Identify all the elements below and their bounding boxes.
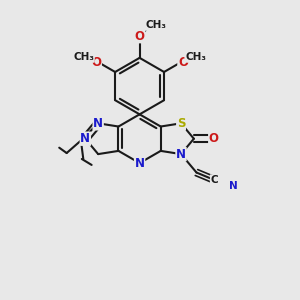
- Text: N: N: [80, 132, 90, 145]
- Text: N: N: [229, 181, 237, 191]
- Text: N: N: [135, 157, 145, 169]
- Text: O: O: [209, 132, 219, 145]
- Text: CH₃: CH₃: [185, 52, 206, 62]
- Text: O: O: [135, 30, 145, 43]
- Text: O: O: [178, 56, 188, 68]
- Text: C: C: [211, 175, 218, 185]
- Text: CH₃: CH₃: [146, 20, 167, 30]
- Text: N: N: [93, 117, 103, 130]
- Text: S: S: [177, 117, 185, 130]
- Text: CH₃: CH₃: [73, 52, 94, 62]
- Text: O: O: [91, 56, 101, 68]
- Text: N: N: [176, 148, 186, 160]
